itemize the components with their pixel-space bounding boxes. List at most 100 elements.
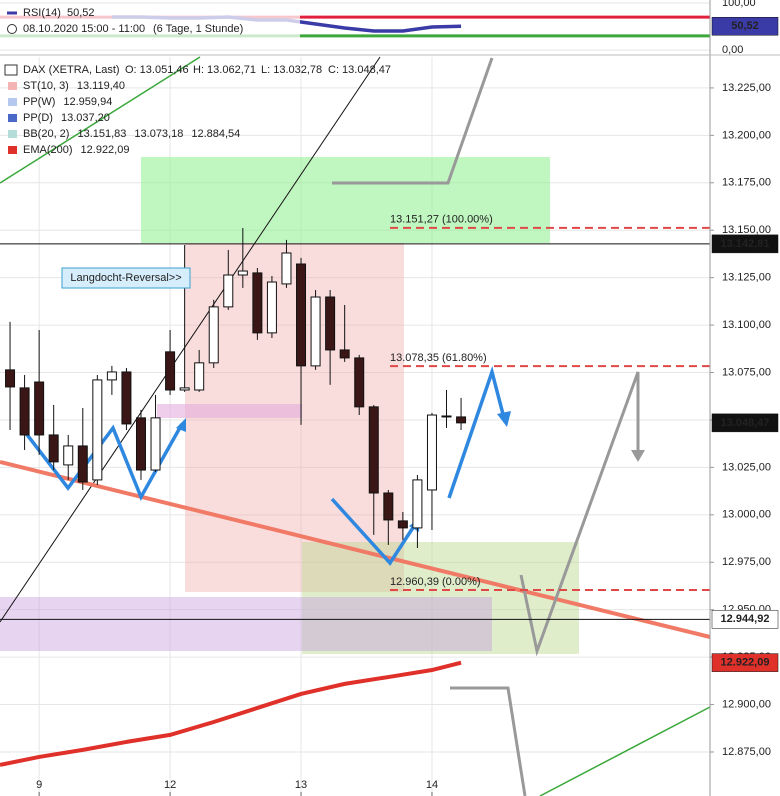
y-tick-label: 13.025,00: [722, 461, 771, 473]
ohlc-close: C: 13.048,47: [328, 64, 391, 76]
arrow-head: [631, 450, 645, 462]
price-marker: [711, 234, 779, 254]
price-marker: [711, 610, 779, 629]
candle-body: [194, 362, 205, 391]
zone: [0, 597, 492, 651]
zone: [157, 404, 302, 418]
y-tick-label: 13.225,00: [722, 82, 771, 94]
candle-body: [223, 274, 234, 308]
indicator-name: EMA(200): [23, 144, 73, 156]
arrow-head: [176, 418, 186, 432]
candle-body: [281, 252, 292, 285]
indicator-value: 13.151,83: [77, 128, 126, 140]
candle-body: [441, 415, 452, 418]
indicator-value: 13.073,18: [134, 128, 183, 140]
candle-body: [252, 272, 263, 334]
candle-body: [383, 492, 394, 521]
clock-icon: [7, 24, 17, 34]
fib-label: 12.960,39 (0.00%): [390, 576, 481, 588]
rsi-title: RSI(14): [23, 7, 61, 19]
x-tick-label: 9: [36, 779, 42, 791]
indicator-name: ST(10, 3): [23, 80, 69, 92]
candle-body: [179, 387, 190, 391]
y-tick-label: 13.175,00: [722, 177, 771, 189]
ema-line: [0, 660, 462, 767]
indicator-value: 12.884,54: [191, 128, 240, 140]
candle-body: [325, 296, 336, 351]
candle-body: [165, 351, 176, 391]
y-tick-label: 13.075,00: [722, 366, 771, 378]
indicator-name: PP(W): [23, 96, 55, 108]
y-tick-label: 13.200,00: [722, 129, 771, 141]
candle-body: [5, 369, 16, 388]
trend-line: [539, 706, 711, 796]
annotation: Langdocht-Reversal>>: [70, 272, 181, 284]
candle-body: [208, 306, 219, 364]
fib-label: 13.151,27 (100.00%): [390, 214, 493, 226]
y-tick-label: 100,00: [722, 0, 756, 9]
zigzag: [330, 497, 418, 566]
trend-line: [0, 460, 711, 639]
price-marker: [711, 413, 779, 433]
candle-body: [339, 349, 350, 359]
indicator-name: BB(20, 2): [23, 128, 69, 140]
candle-body: [266, 281, 277, 334]
arrow-head: [497, 411, 511, 427]
candle-body: [77, 445, 88, 483]
ohlc-open: O: 13.051,46: [125, 64, 189, 76]
axis-background: [710, 0, 780, 796]
date-range: 08.10.2020 15:00 - 11:00: [23, 23, 145, 35]
price-marker-label: 12.944,92: [721, 613, 770, 625]
trend-line: [0, 56, 381, 623]
candle-body: [237, 270, 248, 276]
price-marker: [711, 653, 779, 672]
price-marker-label: 13.142,81: [721, 238, 770, 250]
grid: [0, 2, 710, 796]
legend: RSI(14) 50,52 08.10.2020 15:00 - 11:00 (…: [0, 4, 391, 156]
y-tick-label: 13.000,00: [722, 509, 771, 521]
y-tick-label: 13.125,00: [722, 272, 771, 284]
y-tick-label: 12.975,00: [722, 556, 771, 568]
ohlc-high: H: 13.062,71: [193, 64, 256, 76]
candle-body: [296, 263, 307, 367]
candle-body: [426, 414, 437, 491]
legend-icon: [8, 98, 17, 106]
candle-body: [106, 371, 117, 381]
x-tick-label: 14: [426, 779, 438, 791]
indicator-value: 13.119,40: [77, 80, 125, 92]
rsi-value: 50,52: [67, 7, 95, 19]
candle-body: [63, 445, 74, 466]
legend-icon: [8, 82, 17, 90]
fib-label: 13.078,35 (61.80%): [390, 352, 487, 364]
indicator-value: 13.037,20: [61, 112, 110, 124]
candle-body: [19, 387, 30, 436]
chart-title: DAX (XETRA, Last): [23, 64, 120, 76]
candle-body: [412, 479, 423, 529]
price-marker-label: 12.922,09: [721, 657, 770, 669]
indicator-name: PP(D): [23, 112, 53, 124]
legend-icon: [8, 130, 17, 138]
annotation-box: [61, 267, 191, 289]
candle-body: [368, 406, 379, 494]
projection: [332, 57, 494, 185]
x-tick-label: 12: [164, 779, 176, 791]
candle-body: [34, 381, 45, 436]
candle-body: [397, 520, 408, 529]
y-tick-label: 12.875,00: [722, 746, 771, 758]
zigzag: [447, 365, 506, 499]
candle-body: [135, 417, 146, 471]
candle-body: [456, 416, 467, 424]
y-tick-label: 12.900,00: [722, 698, 771, 710]
candle-body: [48, 434, 59, 463]
legend-icon: [8, 114, 17, 122]
price-marker-label: 13.048,47: [721, 417, 770, 429]
indicator-value: 12.959,94: [63, 96, 112, 108]
legend-icon: [8, 146, 17, 154]
candle-body: [354, 357, 365, 408]
x-tick-label: 13: [295, 779, 307, 791]
projection: [519, 371, 640, 657]
indicator-value: 12.922,09: [81, 144, 130, 156]
ohlc-low: L: 13.032,78: [261, 64, 322, 76]
